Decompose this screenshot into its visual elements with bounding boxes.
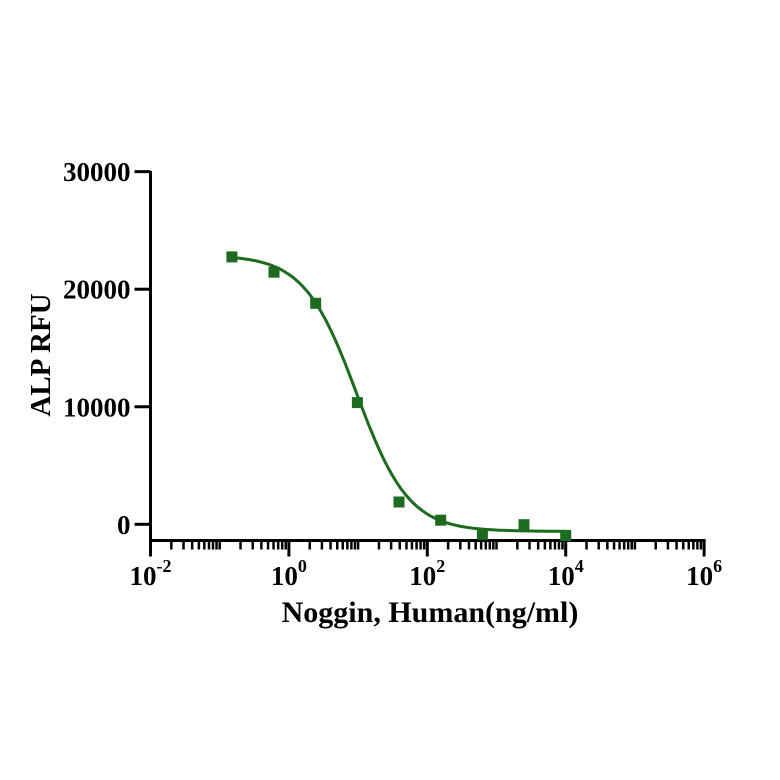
data-point xyxy=(476,528,488,540)
x-tick-label: 102 xyxy=(409,556,445,591)
data-point xyxy=(310,297,322,309)
y-tick-label: 10000 xyxy=(63,392,131,422)
y-axis-title: ALP RFU xyxy=(25,293,57,416)
data-point xyxy=(351,397,363,409)
x-tick-label: 10-2 xyxy=(130,556,172,591)
data-point xyxy=(393,496,405,508)
x-tick-label: 100 xyxy=(271,556,307,591)
data-point xyxy=(518,519,530,531)
data-point xyxy=(435,514,447,526)
data-point xyxy=(560,530,572,541)
data-point xyxy=(268,266,280,278)
y-tick-label: 20000 xyxy=(63,275,131,305)
x-axis-title: Noggin, Human(ng/ml) xyxy=(282,596,579,629)
x-tick-label: 104 xyxy=(548,556,584,591)
y-tick-label: 0 xyxy=(117,510,131,540)
fit-curve xyxy=(230,255,568,533)
generated-plot-elements: 0 10000 20000 30000 10-2 100 102 104 106 xyxy=(63,157,722,591)
x-tick-label: 106 xyxy=(686,556,722,591)
data-point xyxy=(226,251,238,263)
y-tick-label: 30000 xyxy=(63,157,131,187)
